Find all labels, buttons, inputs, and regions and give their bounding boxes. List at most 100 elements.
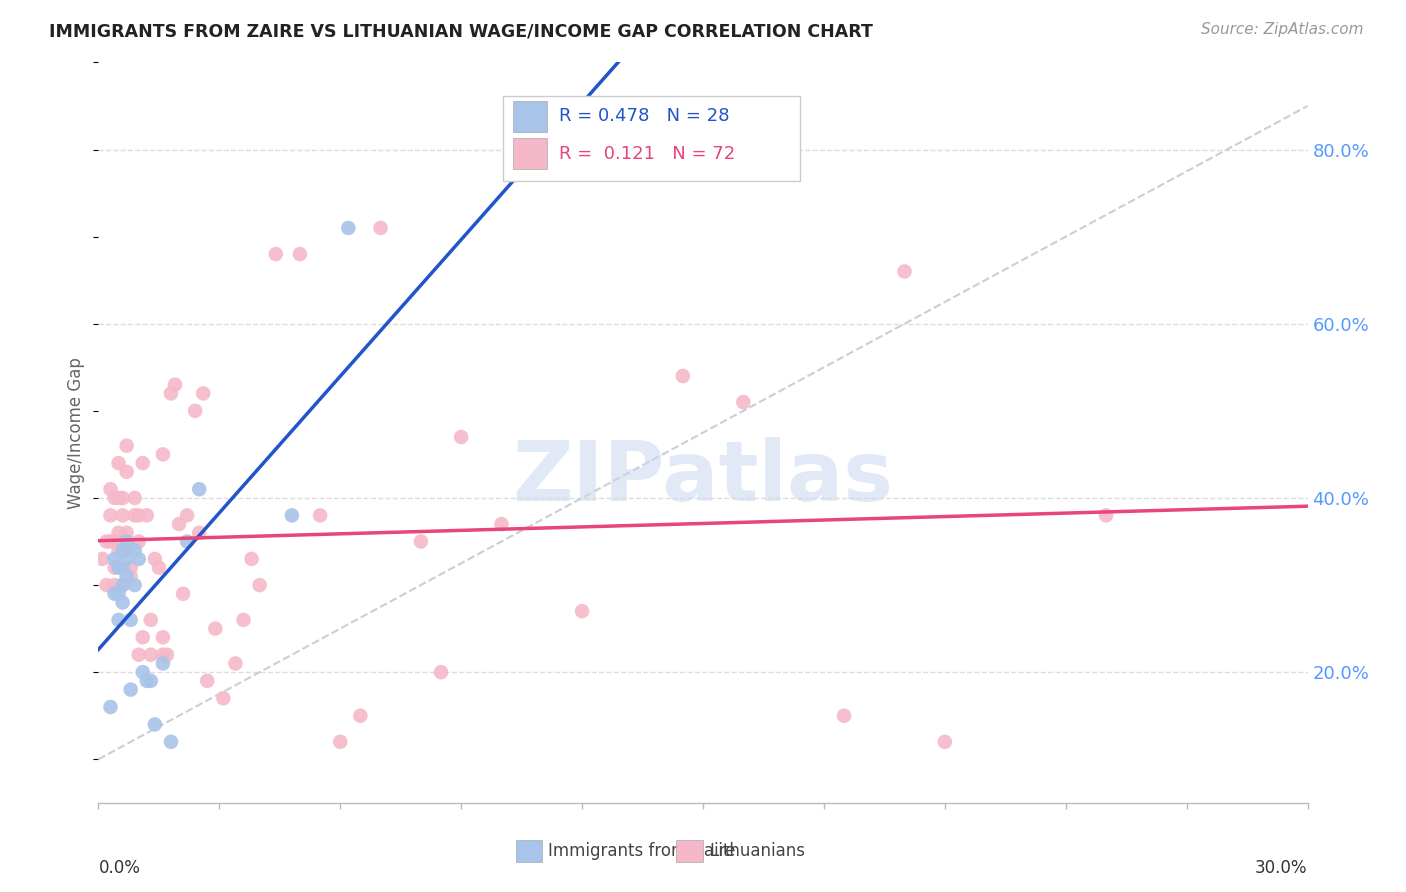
Point	[893, 264, 915, 278]
Point	[329, 735, 352, 749]
Point	[115, 552, 138, 566]
Point	[124, 543, 146, 558]
Point	[204, 622, 226, 636]
Point	[115, 543, 138, 558]
Text: 0.0%: 0.0%	[98, 859, 141, 878]
Point	[100, 534, 122, 549]
Point	[96, 534, 118, 549]
Point	[107, 587, 129, 601]
Point	[103, 491, 125, 505]
Point	[107, 560, 129, 574]
Point	[124, 491, 146, 505]
Point	[349, 708, 371, 723]
Text: IMMIGRANTS FROM ZAIRE VS LITHUANIAN WAGE/INCOME GAP CORRELATION CHART: IMMIGRANTS FROM ZAIRE VS LITHUANIAN WAGE…	[49, 22, 873, 40]
Point	[450, 430, 472, 444]
Point	[132, 665, 155, 680]
Point	[240, 552, 263, 566]
Point	[120, 613, 142, 627]
Point	[103, 578, 125, 592]
Point	[111, 508, 134, 523]
Point	[120, 682, 142, 697]
Point	[132, 630, 155, 644]
FancyBboxPatch shape	[516, 840, 543, 862]
Point	[103, 552, 125, 566]
Point	[115, 439, 138, 453]
Point	[120, 569, 142, 583]
Point	[156, 648, 179, 662]
Point	[163, 377, 186, 392]
Point	[152, 447, 174, 461]
Point	[111, 595, 134, 609]
Text: R = 0.478   N = 28: R = 0.478 N = 28	[560, 108, 730, 126]
Point	[143, 717, 166, 731]
Point	[111, 560, 134, 574]
Point	[128, 648, 150, 662]
Text: 30.0%: 30.0%	[1256, 859, 1308, 878]
Point	[733, 395, 755, 409]
Point	[115, 465, 138, 479]
Point	[430, 665, 453, 680]
Text: Source: ZipAtlas.com: Source: ZipAtlas.com	[1201, 22, 1364, 37]
Text: Immigrants from Zaire: Immigrants from Zaire	[548, 842, 735, 860]
Point	[167, 517, 190, 532]
Point	[152, 648, 174, 662]
Point	[139, 648, 162, 662]
Point	[132, 456, 155, 470]
Point	[176, 508, 198, 523]
Point	[139, 613, 162, 627]
Text: R =  0.121   N = 72: R = 0.121 N = 72	[560, 145, 735, 162]
Point	[128, 534, 150, 549]
Point	[172, 587, 194, 601]
Point	[195, 673, 218, 688]
Point	[100, 482, 122, 496]
Text: ZIPatlas: ZIPatlas	[513, 436, 893, 517]
FancyBboxPatch shape	[676, 840, 703, 862]
Point	[337, 221, 360, 235]
Point	[115, 525, 138, 540]
Point	[193, 386, 215, 401]
Point	[212, 691, 235, 706]
Point	[139, 673, 162, 688]
Point	[103, 534, 125, 549]
Point	[135, 508, 157, 523]
Point	[128, 552, 150, 566]
Point	[115, 569, 138, 583]
Point	[100, 508, 122, 523]
Point	[111, 578, 134, 592]
Point	[111, 491, 134, 505]
Point	[107, 491, 129, 505]
Point	[115, 534, 138, 549]
Point	[249, 578, 271, 592]
Point	[111, 578, 134, 592]
Point	[124, 508, 146, 523]
Point	[107, 456, 129, 470]
Point	[100, 700, 122, 714]
Point	[152, 657, 174, 671]
Point	[107, 543, 129, 558]
FancyBboxPatch shape	[513, 101, 547, 132]
Point	[160, 386, 183, 401]
Point	[264, 247, 287, 261]
Point	[107, 525, 129, 540]
Point	[143, 552, 166, 566]
Point	[370, 221, 392, 235]
Point	[281, 508, 304, 523]
Point	[107, 560, 129, 574]
Point	[184, 404, 207, 418]
Point	[176, 534, 198, 549]
Point	[111, 543, 134, 558]
Point	[91, 552, 114, 566]
Point	[224, 657, 246, 671]
Point	[160, 735, 183, 749]
Point	[571, 604, 593, 618]
Point	[491, 517, 513, 532]
Point	[128, 508, 150, 523]
Point	[832, 708, 855, 723]
Point	[152, 630, 174, 644]
Point	[309, 508, 332, 523]
Point	[120, 560, 142, 574]
Point	[288, 247, 311, 261]
Point	[103, 560, 125, 574]
Point	[148, 560, 170, 574]
Point	[232, 613, 254, 627]
